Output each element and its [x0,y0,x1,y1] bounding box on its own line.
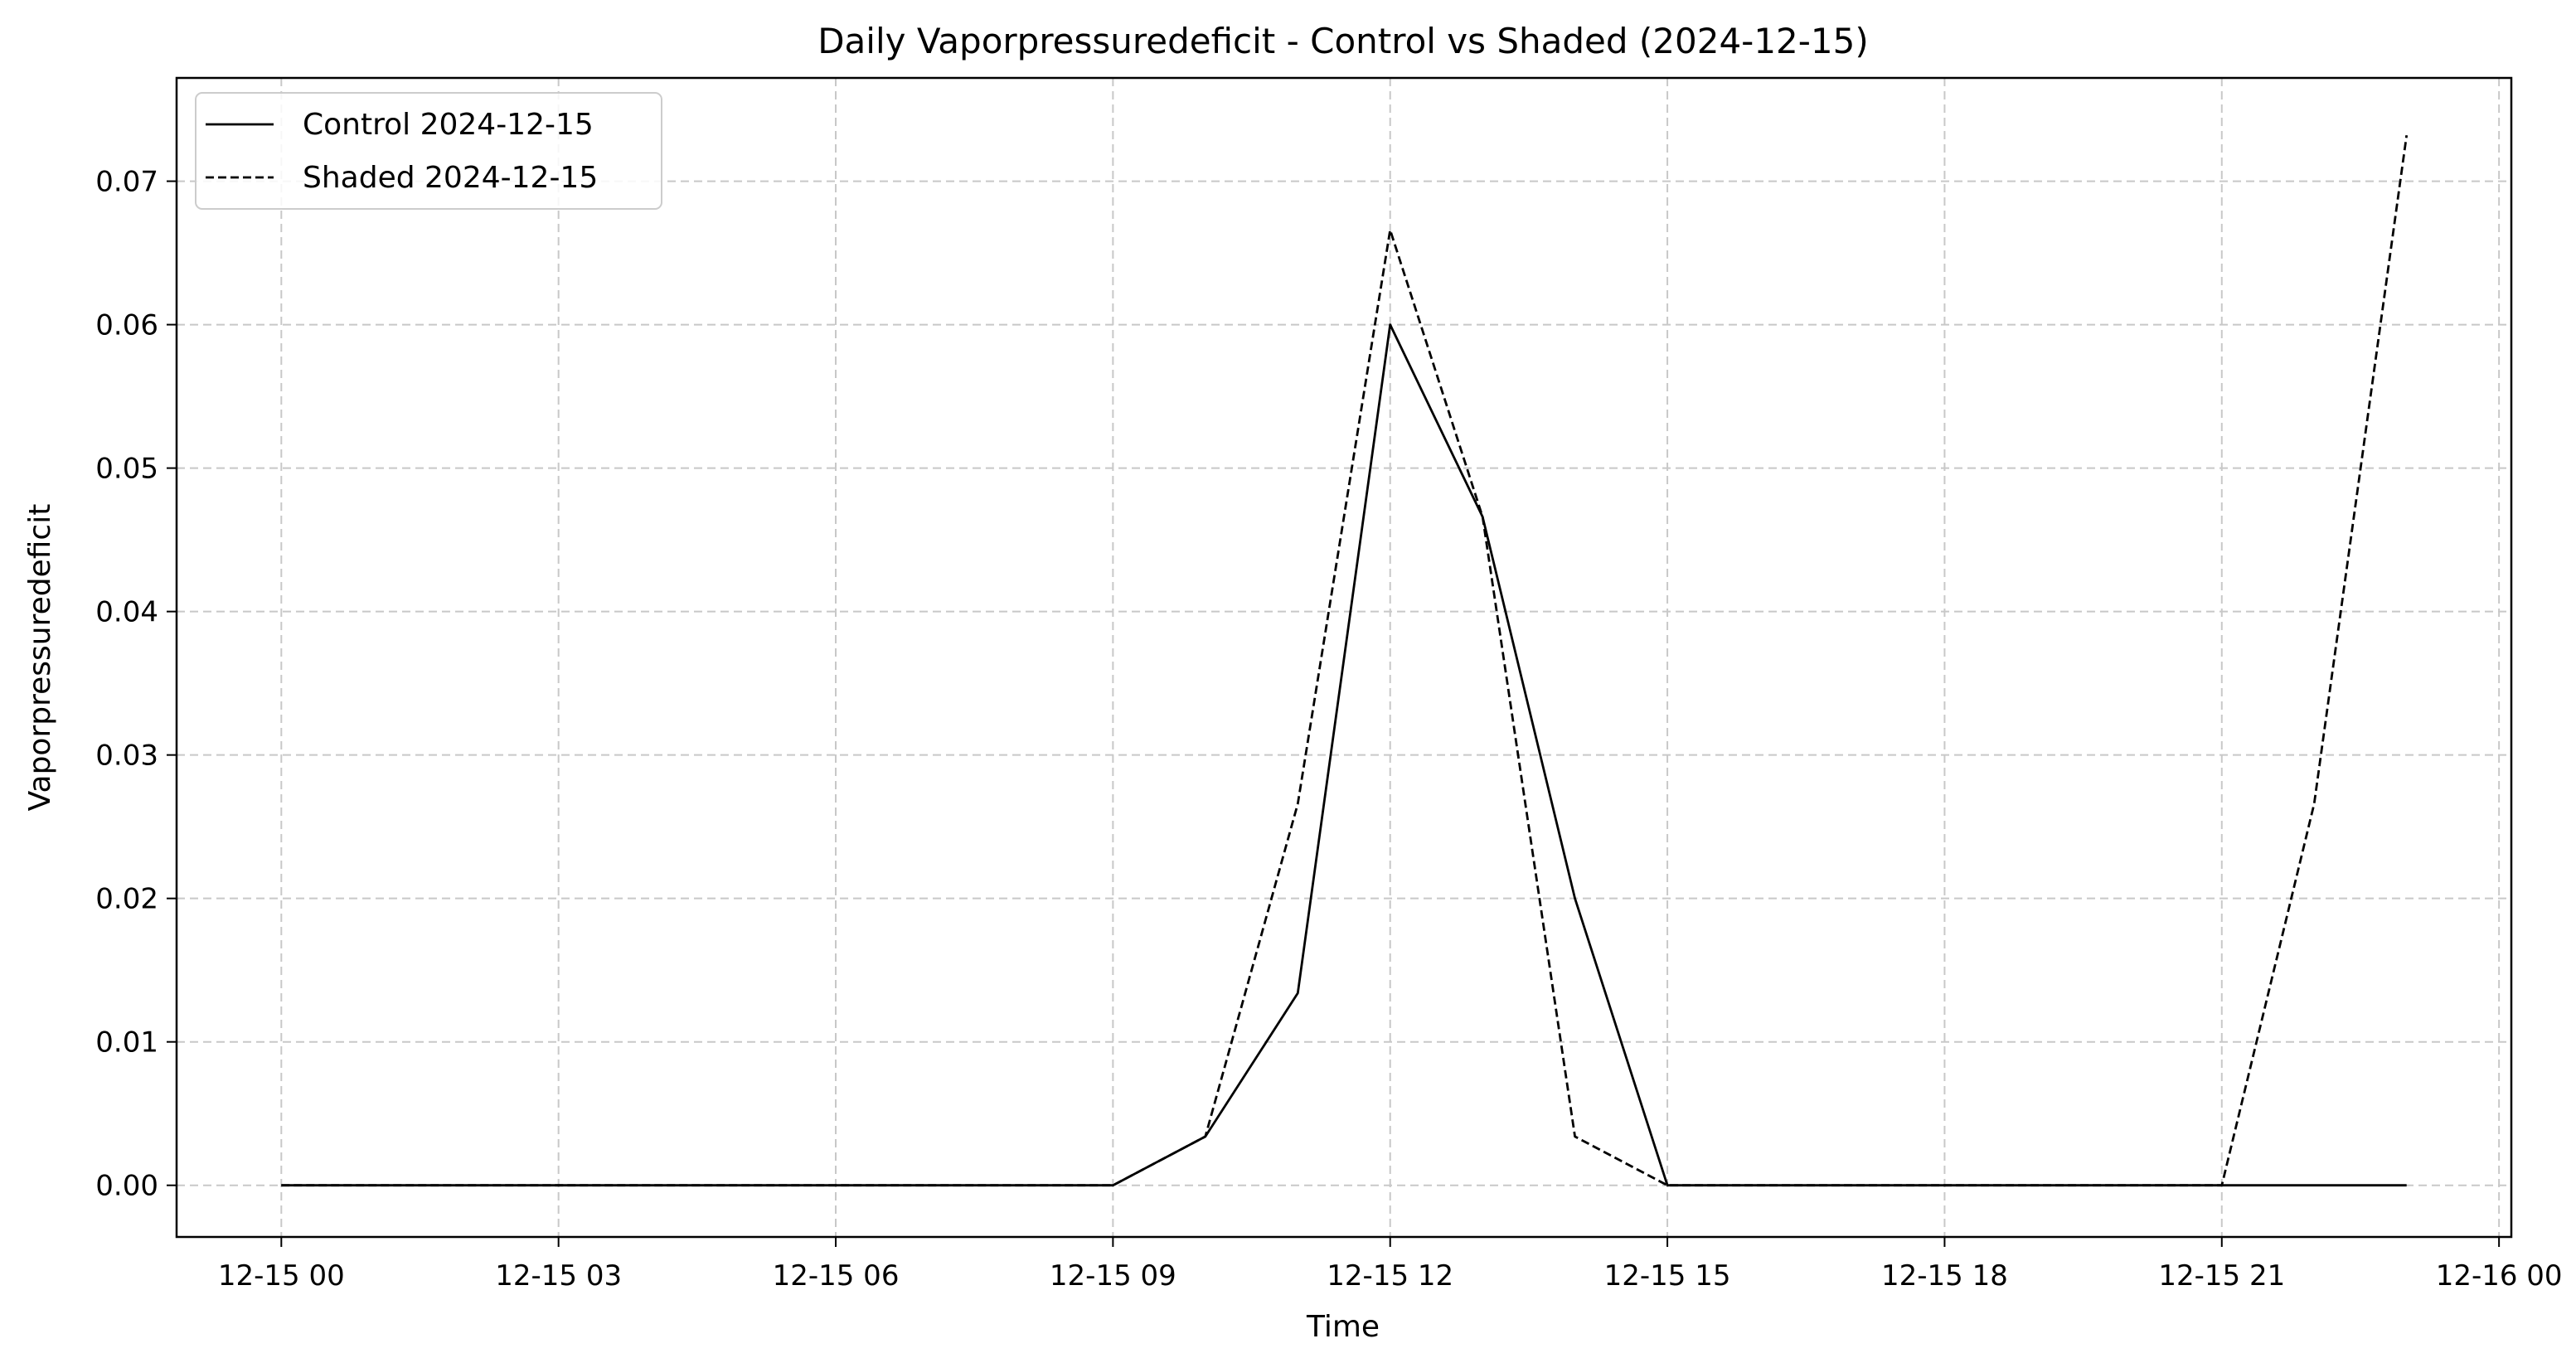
x-tick-label: 12-15 09 [1050,1259,1176,1293]
y-tick-label: 0.06 [95,309,158,342]
y-tick-layer: 0.00 0.01 0.02 0.03 0.04 0.05 0.06 0.07 [95,166,177,1203]
x-tick-label: 12-15 12 [1327,1259,1453,1293]
chart-title: Daily Vaporpressuredeficit - Control vs … [817,21,1869,61]
x-tick-label: 12-15 00 [218,1259,345,1293]
y-axis-title: Vaporpressuredeficit [23,504,57,812]
legend-box [195,92,662,210]
y-tick-label: 0.04 [95,596,158,629]
y-tick-label: 0.05 [95,453,158,486]
series-layer [281,135,2409,1187]
x-tick-label: 12-15 03 [495,1259,622,1293]
legend-label-control: Control 2024-12-15 [303,108,594,142]
x-tick-label: 12-15 15 [1604,1259,1731,1293]
x-tick-label: 12-15 06 [773,1259,900,1293]
y-tick-label: 0.07 [95,166,158,199]
x-tick-label: 12-16 00 [2436,1259,2563,1293]
y-tick-label: 0.00 [95,1170,158,1203]
legend-label-shaded: Shaded 2024-12-15 [303,161,598,195]
x-tick-label: 12-15 18 [1881,1259,2008,1293]
series-line-shaded [281,135,2409,1187]
x-axis-title: Time [1306,1310,1380,1344]
legend: Control 2024-12-15 Shaded 2024-12-15 [195,92,662,210]
plot-frame [175,76,2513,1239]
y-tick-label: 0.01 [95,1026,158,1060]
x-tick-label: 12-15 21 [2158,1259,2285,1293]
y-tick-label: 0.02 [95,883,158,916]
y-tick-label: 0.03 [95,740,158,773]
x-tick-layer: 12-15 00 12-15 03 12-15 06 12-15 09 12-15 12… [218,1237,2563,1293]
